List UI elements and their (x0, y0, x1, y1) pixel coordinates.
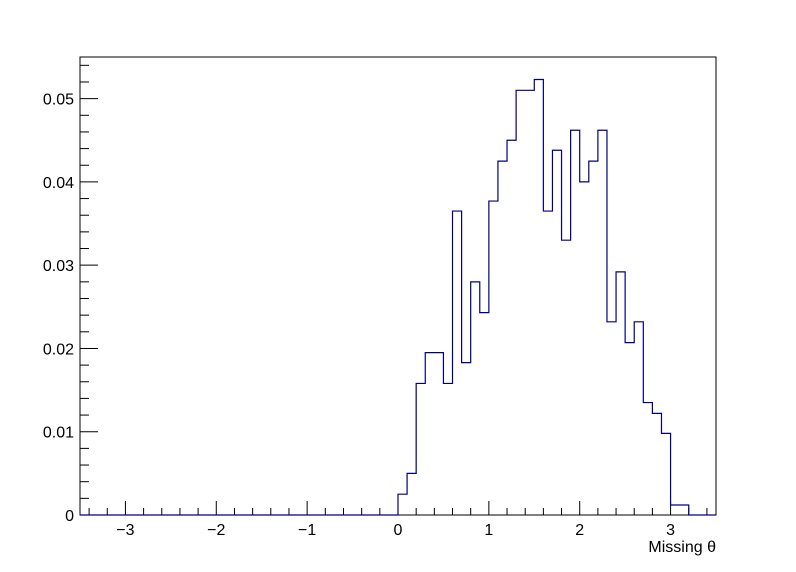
y-tick-label: 0.03 (43, 258, 74, 275)
y-tick-label: 0 (65, 508, 74, 525)
plot-frame (79, 56, 717, 516)
x-tick-label: −2 (207, 522, 225, 539)
x-tick-label: 2 (575, 522, 584, 539)
x-tick-label: −3 (116, 522, 134, 539)
y-tick-label: 0.05 (43, 92, 74, 109)
y-tick-label: 0.04 (43, 175, 74, 192)
x-axis: −3 −2 −1 0 1 2 3 (88, 501, 708, 539)
x-axis-title: Missing θ (648, 539, 716, 556)
x-tick-label: 3 (666, 522, 675, 539)
x-tick-label: 1 (484, 522, 493, 539)
x-tick-label: 0 (394, 522, 403, 539)
x-tick-label: −1 (298, 522, 316, 539)
y-tick-label: 0.02 (43, 341, 74, 358)
y-tick-label: 0.01 (43, 425, 74, 442)
y-axis: 0 0.01 0.02 0.03 0.04 0.05 (43, 64, 98, 525)
histogram-line (80, 78, 716, 516)
